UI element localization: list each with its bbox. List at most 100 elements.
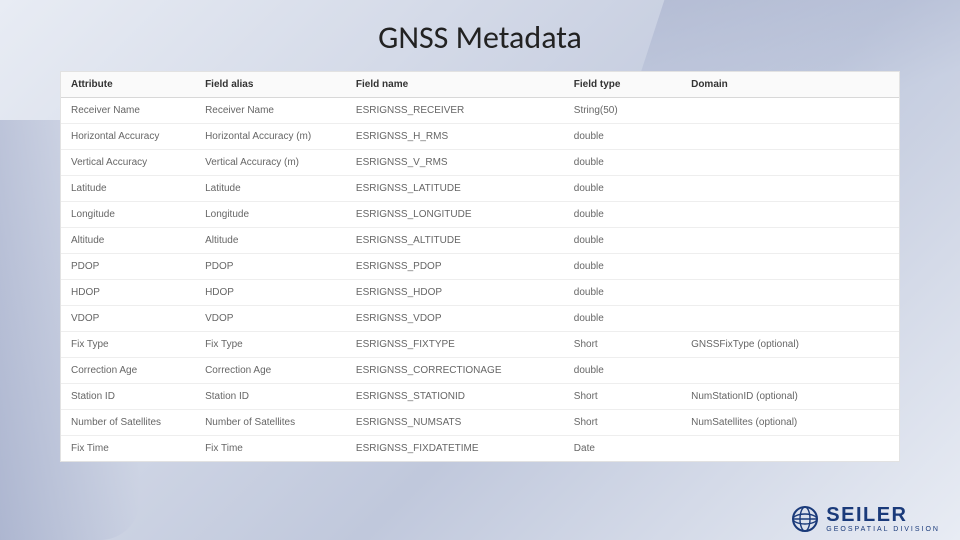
table-cell: Longitude — [61, 202, 195, 228]
table-cell: ESRIGNSS_HDOP — [346, 280, 564, 306]
table-cell: GNSSFixType (optional) — [681, 332, 899, 358]
table-row: LatitudeLatitudeESRIGNSS_LATITUDEdouble — [61, 176, 899, 202]
table-cell: ESRIGNSS_LONGITUDE — [346, 202, 564, 228]
table-cell — [681, 202, 899, 228]
table-row: Correction AgeCorrection AgeESRIGNSS_COR… — [61, 358, 899, 384]
table-header-row: Attribute Field alias Field name Field t… — [61, 72, 899, 98]
table-cell: Altitude — [195, 228, 346, 254]
col-field-type: Field type — [564, 72, 681, 98]
table-cell: Horizontal Accuracy (m) — [195, 124, 346, 150]
table-cell: Number of Satellites — [61, 410, 195, 436]
table-cell — [681, 150, 899, 176]
table-cell: double — [564, 150, 681, 176]
table-cell: Fix Time — [61, 436, 195, 462]
table-cell: Station ID — [61, 384, 195, 410]
table-cell: ESRIGNSS_ALTITUDE — [346, 228, 564, 254]
table-cell — [681, 176, 899, 202]
table-cell: Number of Satellites — [195, 410, 346, 436]
table-cell: VDOP — [195, 306, 346, 332]
table-cell: Date — [564, 436, 681, 462]
table-cell: Vertical Accuracy (m) — [195, 150, 346, 176]
table-row: Station IDStation IDESRIGNSS_STATIONIDSh… — [61, 384, 899, 410]
table-cell: Fix Type — [61, 332, 195, 358]
table-row: HDOPHDOPESRIGNSS_HDOPdouble — [61, 280, 899, 306]
table-cell: ESRIGNSS_NUMSATS — [346, 410, 564, 436]
table-cell: ESRIGNSS_RECEIVER — [346, 98, 564, 124]
table-cell: Receiver Name — [195, 98, 346, 124]
table-cell: Fix Type — [195, 332, 346, 358]
logo-name: SEILER — [826, 505, 940, 525]
table-row: LongitudeLongitudeESRIGNSS_LONGITUDEdoub… — [61, 202, 899, 228]
table-cell: double — [564, 358, 681, 384]
table-cell: Short — [564, 410, 681, 436]
table-cell: double — [564, 202, 681, 228]
metadata-table-container: Attribute Field alias Field name Field t… — [60, 71, 900, 462]
table-cell: ESRIGNSS_LATITUDE — [346, 176, 564, 202]
table-row: PDOPPDOPESRIGNSS_PDOPdouble — [61, 254, 899, 280]
table-cell — [681, 124, 899, 150]
table-row: Vertical AccuracyVertical Accuracy (m)ES… — [61, 150, 899, 176]
table-cell — [681, 280, 899, 306]
table-cell: ESRIGNSS_FIXDATETIME — [346, 436, 564, 462]
table-cell: double — [564, 228, 681, 254]
logo-text: SEILER GEOSPATIAL DIVISION — [826, 505, 940, 533]
table-cell: double — [564, 124, 681, 150]
table-cell: NumSatellites (optional) — [681, 410, 899, 436]
table-cell: HDOP — [61, 280, 195, 306]
table-cell — [681, 358, 899, 384]
slide-container: GNSS Metadata Attribute Field alias Fiel… — [0, 0, 960, 540]
table-cell: Short — [564, 384, 681, 410]
table-cell — [681, 254, 899, 280]
col-domain: Domain — [681, 72, 899, 98]
table-cell: Horizontal Accuracy — [61, 124, 195, 150]
logo-subtitle: GEOSPATIAL DIVISION — [826, 526, 940, 533]
table-cell: String(50) — [564, 98, 681, 124]
table-row: Receiver NameReceiver NameESRIGNSS_RECEI… — [61, 98, 899, 124]
table-cell — [681, 98, 899, 124]
table-row: Horizontal AccuracyHorizontal Accuracy (… — [61, 124, 899, 150]
table-cell: Short — [564, 332, 681, 358]
table-cell: Receiver Name — [61, 98, 195, 124]
table-cell: Latitude — [61, 176, 195, 202]
table-cell: Vertical Accuracy — [61, 150, 195, 176]
table-cell: PDOP — [61, 254, 195, 280]
table-cell: ESRIGNSS_VDOP — [346, 306, 564, 332]
table-body: Receiver NameReceiver NameESRIGNSS_RECEI… — [61, 98, 899, 462]
table-cell: Correction Age — [61, 358, 195, 384]
table-cell — [681, 228, 899, 254]
globe-icon — [790, 504, 820, 534]
table-cell: PDOP — [195, 254, 346, 280]
table-row: Fix TypeFix TypeESRIGNSS_FIXTYPEShortGNS… — [61, 332, 899, 358]
table-cell: ESRIGNSS_CORRECTIONAGE — [346, 358, 564, 384]
table-cell: VDOP — [61, 306, 195, 332]
table-cell: Longitude — [195, 202, 346, 228]
table-cell: ESRIGNSS_STATIONID — [346, 384, 564, 410]
table-cell: Altitude — [61, 228, 195, 254]
table-cell: HDOP — [195, 280, 346, 306]
brand-logo: SEILER GEOSPATIAL DIVISION — [790, 504, 940, 534]
table-cell — [681, 436, 899, 462]
table-cell: Correction Age — [195, 358, 346, 384]
col-field-alias: Field alias — [195, 72, 346, 98]
table-row: Fix TimeFix TimeESRIGNSS_FIXDATETIMEDate — [61, 436, 899, 462]
table-cell: Latitude — [195, 176, 346, 202]
table-row: Number of SatellitesNumber of Satellites… — [61, 410, 899, 436]
table-cell: ESRIGNSS_PDOP — [346, 254, 564, 280]
table-cell: double — [564, 176, 681, 202]
table-cell: Station ID — [195, 384, 346, 410]
table-cell: Fix Time — [195, 436, 346, 462]
col-field-name: Field name — [346, 72, 564, 98]
table-cell: ESRIGNSS_H_RMS — [346, 124, 564, 150]
table-cell: double — [564, 306, 681, 332]
page-title: GNSS Metadata — [40, 18, 920, 57]
table-row: VDOPVDOPESRIGNSS_VDOPdouble — [61, 306, 899, 332]
table-cell — [681, 306, 899, 332]
col-attribute: Attribute — [61, 72, 195, 98]
table-cell: NumStationID (optional) — [681, 384, 899, 410]
table-cell: double — [564, 254, 681, 280]
table-row: AltitudeAltitudeESRIGNSS_ALTITUDEdouble — [61, 228, 899, 254]
table-cell: ESRIGNSS_V_RMS — [346, 150, 564, 176]
table-cell: ESRIGNSS_FIXTYPE — [346, 332, 564, 358]
table-cell: double — [564, 280, 681, 306]
metadata-table: Attribute Field alias Field name Field t… — [61, 72, 899, 461]
